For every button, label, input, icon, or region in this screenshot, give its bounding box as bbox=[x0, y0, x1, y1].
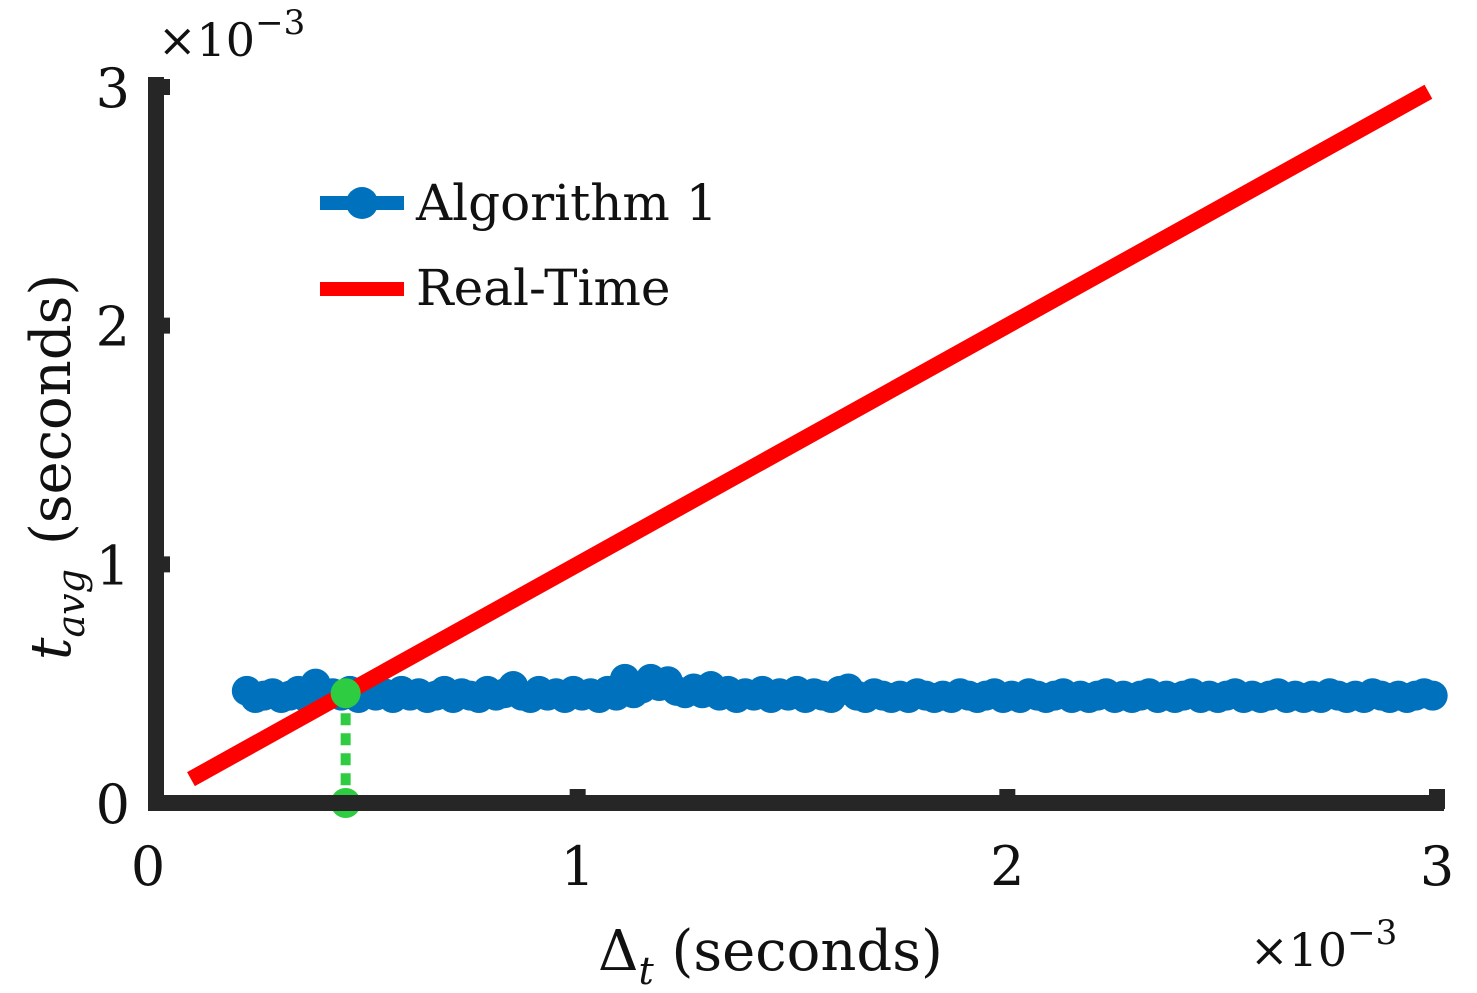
x-tick-label-1: 1 bbox=[560, 835, 594, 898]
x-exponent-label: ×10−3 bbox=[1250, 913, 1397, 977]
y-axis-title: tavg(seconds) bbox=[19, 274, 93, 660]
series-layer bbox=[187, 84, 1448, 787]
x-tick-label-0: 0 bbox=[131, 835, 165, 898]
y-axis-label: tavg(seconds) bbox=[19, 274, 93, 660]
intersection-point bbox=[330, 678, 361, 709]
series-point-algorithm-1 bbox=[1417, 680, 1448, 711]
legend-entry-real-time: Real-Time bbox=[320, 259, 671, 317]
y-tick-marks bbox=[150, 79, 170, 573]
y-tick-label-3: 3 bbox=[96, 57, 130, 120]
legend-marker-algorithm-1 bbox=[346, 187, 378, 219]
y-tick-label-0: 0 bbox=[96, 773, 130, 836]
x-tick-marks bbox=[569, 789, 1445, 809]
plot-area bbox=[187, 84, 1448, 818]
x-tick-label-2: 2 bbox=[990, 835, 1024, 898]
legend-entry-algorithm-1: Algorithm 1 bbox=[320, 174, 718, 232]
legend-label-algorithm-1: Algorithm 1 bbox=[415, 174, 718, 232]
y-tick-label-2: 2 bbox=[96, 296, 130, 359]
axes: 0 1 2 3 0 1 2 3 bbox=[96, 57, 1455, 898]
series-line-real-time bbox=[187, 84, 1433, 787]
x-tick-labels: 0 1 2 3 bbox=[131, 835, 1454, 898]
y-tick-label-1: 1 bbox=[96, 534, 130, 597]
legend: Algorithm 1 Real-Time bbox=[320, 174, 718, 317]
svg-text:×10−3: ×10−3 bbox=[158, 3, 305, 67]
y-tick-labels: 0 1 2 3 bbox=[96, 57, 130, 836]
svg-text:×10−3: ×10−3 bbox=[1250, 913, 1397, 977]
legend-label-real-time: Real-Time bbox=[416, 259, 671, 317]
y-exponent-label: ×10−3 bbox=[158, 3, 305, 67]
x-tick-label-3: 3 bbox=[1420, 835, 1454, 898]
x-axis-title: Δt (seconds) bbox=[598, 919, 943, 993]
x-axis-label: Δt (seconds) bbox=[598, 919, 943, 993]
